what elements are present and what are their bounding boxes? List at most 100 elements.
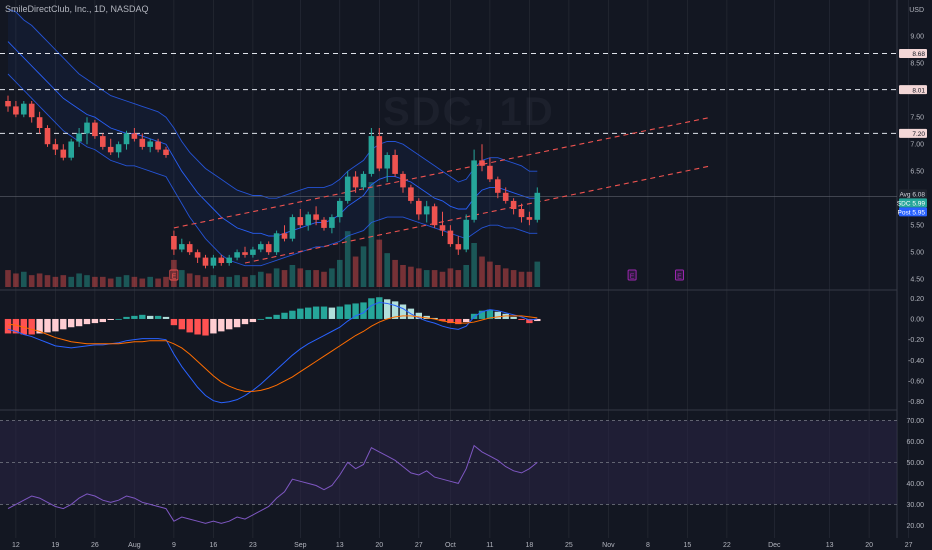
price-tag-label: Post 5.95: [898, 209, 926, 216]
price-tag-label: Avg 6.08: [899, 191, 925, 198]
macd-histogram-bar: [52, 318, 59, 332]
earnings-marker-label: E: [677, 274, 682, 281]
candle-body: [368, 136, 375, 174]
volume-bar: [313, 270, 319, 287]
macd-histogram-bar: [423, 315, 430, 319]
candle-body: [487, 165, 493, 180]
volume-bar: [218, 276, 225, 287]
time-tick-label: 13: [826, 542, 834, 549]
time-tick-label: 25: [565, 542, 573, 549]
price-tags: 8.68 8.01 7.20 Avg 6.08 SDC 5.99 Post 5.95: [897, 48, 927, 216]
volume-bar: [234, 275, 240, 287]
time-tick-label: 11: [486, 542, 493, 549]
macd-tick-label: -0.20: [908, 337, 924, 344]
candle-body: [431, 206, 438, 226]
candle-body: [455, 244, 462, 250]
volume-bars: [5, 182, 541, 287]
macd-histogram-bar: [305, 307, 312, 319]
candle-body: [376, 136, 383, 169]
time-tick-label: 20: [375, 542, 383, 549]
volume-bar: [344, 231, 351, 287]
trend-line: [244, 165, 712, 264]
volume-bar: [28, 275, 35, 287]
macd-histogram-bar: [265, 316, 272, 319]
macd-histogram-bar: [194, 318, 201, 335]
earnings-marker-label: E: [630, 274, 635, 281]
macd-histogram-bar: [147, 315, 154, 319]
macd-histogram-bar: [4, 318, 12, 334]
macd-histogram-bar: [297, 308, 304, 319]
horizontal-levels[interactable]: [0, 52, 897, 197]
volume-bar: [431, 270, 438, 287]
volume-bar: [502, 268, 509, 287]
macd-histogram-bar: [526, 318, 533, 324]
macd-histogram-bar: [494, 311, 501, 319]
time-tick-label: 20: [865, 542, 873, 549]
macd-histogram-bar: [115, 318, 122, 320]
candle-body: [289, 217, 296, 239]
volume-bar: [52, 276, 59, 287]
time-tick-label: 18: [526, 542, 534, 549]
candle-body: [416, 200, 422, 215]
volume-bar: [123, 275, 130, 287]
volume-bar: [210, 275, 217, 287]
volume-bar: [368, 182, 375, 287]
macd-histogram-bar: [328, 307, 336, 319]
volume-bar: [250, 275, 256, 287]
candle-body: [384, 155, 390, 169]
time-tick-label: 27: [905, 542, 913, 549]
macd-histogram-bar: [336, 306, 343, 319]
macd-histogram-bar: [162, 316, 170, 319]
volume-bar: [416, 268, 422, 287]
candle-body: [131, 133, 138, 139]
candle-body: [21, 103, 27, 115]
volume-bar: [5, 270, 11, 287]
candle-body: [242, 252, 248, 255]
candle-body: [400, 173, 406, 188]
candle-body: [139, 138, 146, 147]
trend-channel-lines[interactable]: [173, 116, 712, 264]
price-tag-label: SDC 5.99: [897, 200, 926, 207]
candle-body: [60, 149, 67, 158]
volume-bar: [60, 275, 67, 287]
volume-bar: [115, 276, 122, 287]
time-axis[interactable]: 12 19 26 Aug 9 16 23 Sep 13 20 27 Oct 11 18 25 Nov 8 15 22…: [12, 542, 913, 549]
candle-body: [163, 149, 169, 155]
candle-body: [344, 176, 351, 201]
volume-bar: [352, 256, 359, 287]
macd-histogram-bar: [202, 318, 209, 336]
macd-histogram-bar: [463, 318, 470, 323]
candle-body: [352, 176, 359, 188]
time-tick-label: 27: [415, 542, 423, 549]
macd-histogram-bar: [20, 318, 27, 335]
price-tag-box: [899, 48, 927, 58]
rsi-background-band: [0, 420, 897, 505]
macd-tick-label: -0.80: [908, 399, 924, 406]
volume-bar: [392, 259, 398, 287]
macd-histogram-bar: [518, 318, 525, 320]
macd-histogram-bar: [28, 318, 35, 335]
volume-bar: [21, 271, 27, 287]
candle-body: [84, 122, 90, 134]
keltner-mid-line: [7, 41, 538, 237]
volume-bar: [321, 271, 327, 287]
macd-histogram-bar: [312, 306, 320, 319]
macd-histogram-bar: [186, 318, 193, 333]
candle-body: [147, 141, 153, 147]
earnings-marker-box: [627, 269, 637, 281]
candle-body: [226, 257, 232, 263]
macd-histogram-bar: [249, 318, 257, 323]
price-candles: [5, 95, 541, 269]
price-axis[interactable]: USD 9.00 8.50 7.50 7.00 6.50 5.50 5.00 4.50 0.20 0…: [906, 7, 924, 530]
candle-body: [76, 133, 82, 142]
candle-body: [36, 117, 43, 128]
candle-body: [510, 200, 517, 209]
macd-histogram-bar: [320, 306, 328, 319]
rsi-pane: [0, 420, 897, 524]
candle-body: [337, 200, 343, 218]
volume-bar: [36, 273, 43, 287]
volume-bar: [447, 268, 454, 287]
candle-body: [92, 122, 98, 137]
